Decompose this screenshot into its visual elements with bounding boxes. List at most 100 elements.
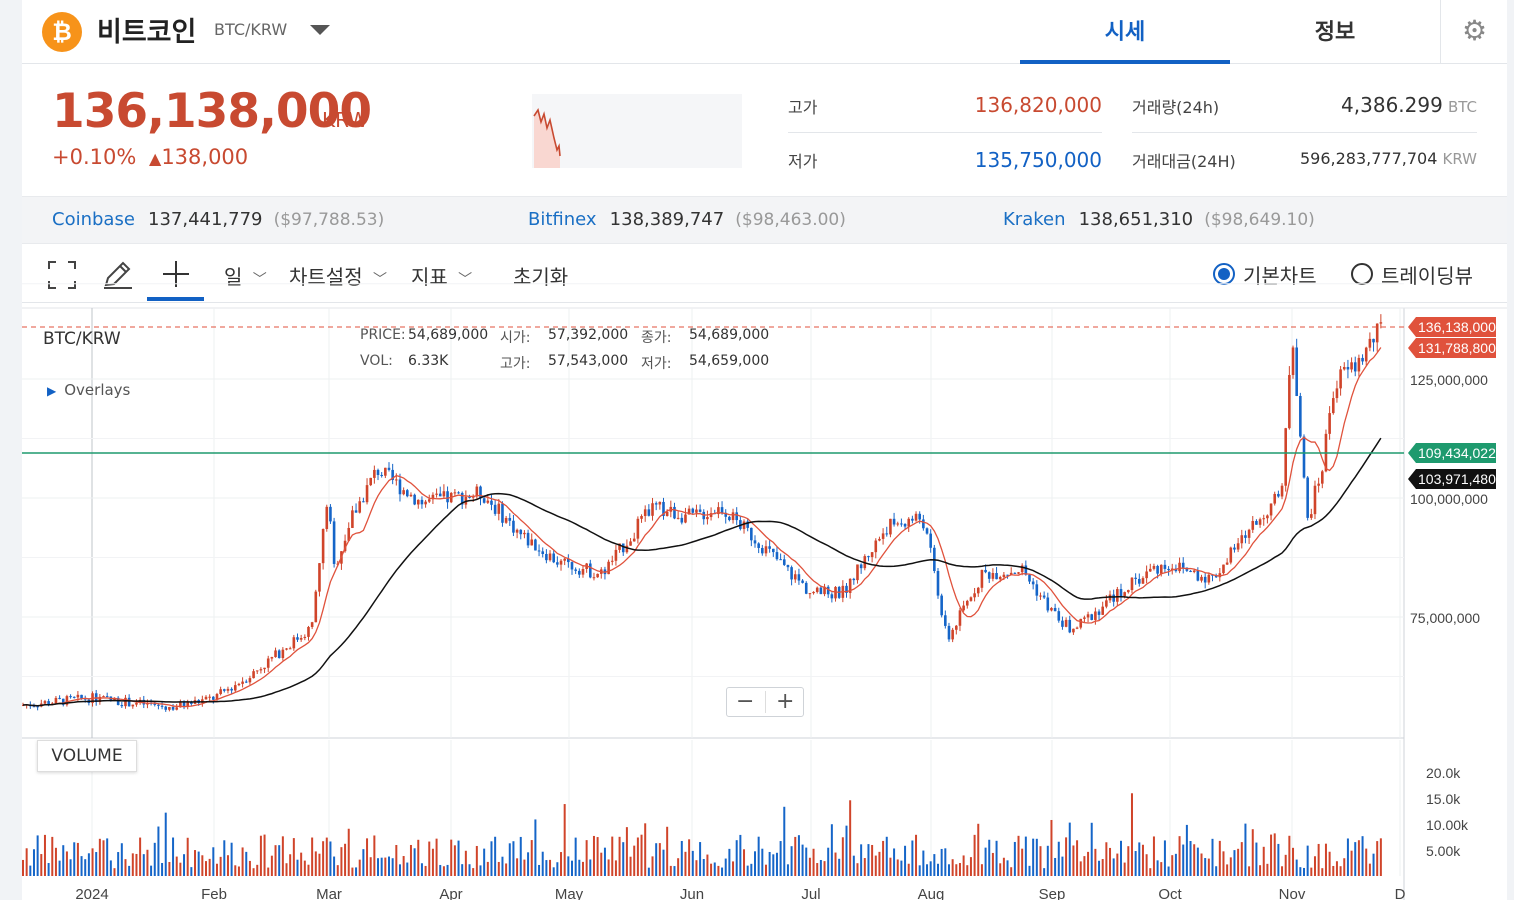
exchange-name[interactable]: Kraken [1003, 209, 1066, 230]
volume-bar [226, 855, 229, 876]
candle-body [1072, 628, 1075, 633]
volume-bar [1130, 793, 1133, 876]
volume-bar [596, 837, 599, 876]
volume-bar [1343, 858, 1346, 876]
candle-body [1050, 607, 1053, 611]
volume-bar [98, 838, 101, 876]
volume-bar [1339, 866, 1342, 876]
volume-bar [900, 860, 903, 876]
change-amount: 138,000 [161, 145, 249, 169]
volume-bar [721, 867, 724, 876]
candle-body [987, 572, 991, 579]
fullscreen-icon[interactable] [47, 260, 77, 290]
volume-bar [267, 867, 270, 876]
candle-body [296, 637, 299, 640]
candle-body [1017, 572, 1020, 574]
volume-bar [1068, 822, 1071, 876]
candle-body [698, 509, 702, 512]
volume-bar [157, 826, 160, 876]
volume-bar [772, 854, 775, 876]
candle-body [1361, 357, 1364, 362]
volume-bar [409, 844, 412, 876]
chevron-down-icon[interactable] [310, 25, 330, 35]
candle-body [362, 501, 365, 503]
exchange-name[interactable]: Bitfinex [528, 209, 597, 230]
volume-bar [823, 861, 826, 876]
candle-body [175, 707, 179, 710]
exchange-name[interactable]: Coinbase [52, 209, 135, 230]
volume-bar [797, 835, 800, 876]
candle-body [881, 533, 885, 539]
candle-body [285, 648, 288, 650]
candle-body [281, 649, 285, 659]
candle-body [995, 573, 998, 580]
crosshair-icon[interactable] [161, 259, 191, 289]
candle-body [874, 540, 878, 553]
zoom-in-button[interactable]: + [776, 689, 795, 714]
candle-body [812, 591, 815, 594]
candle-body [629, 541, 632, 546]
reset-button[interactable]: 초기화 [513, 265, 569, 289]
tab-info[interactable]: 정보 [1314, 20, 1356, 45]
volume-bar [1262, 846, 1265, 876]
volume-bar [636, 837, 639, 876]
candle-body [171, 706, 175, 710]
volume-bar [563, 804, 566, 876]
candle-body [1273, 493, 1277, 504]
candle-body [259, 669, 263, 671]
volume-bar [95, 852, 98, 876]
candle-body [1222, 564, 1225, 574]
x-tick-label: 2024 [75, 886, 108, 900]
volume-bar [706, 854, 709, 876]
volume-bar [973, 834, 976, 876]
volume-bar [1050, 819, 1053, 876]
candle-body [1020, 565, 1024, 573]
candle-body [1269, 503, 1273, 516]
price-chart[interactable]: 2024 Feb Mar Apr May Jun Jul Aug Sep Oct Nov D 125,0… [22, 0, 1507, 900]
info-price: 54,689,000 [408, 327, 489, 343]
zoom-out-button[interactable]: − [736, 689, 755, 714]
candle-body [1244, 535, 1247, 538]
candle-body [237, 683, 241, 686]
volume-bar [915, 834, 918, 876]
volume-bar [750, 863, 753, 876]
candle-body [1031, 581, 1035, 585]
candle-body [1134, 577, 1137, 579]
volume-bar [933, 854, 936, 876]
volume-bar [190, 867, 193, 876]
volume-bar [783, 806, 786, 876]
x-tick-label: Sep [1039, 886, 1066, 900]
candle-body [116, 697, 120, 705]
volume-bar [1328, 851, 1331, 876]
volume-bar [483, 848, 486, 876]
volume-bar [362, 849, 365, 876]
gear-icon[interactable]: ⚙ [1462, 14, 1488, 47]
overlays-toggle[interactable]: ▶ Overlays [47, 381, 130, 399]
x-tick-label: Nov [1279, 886, 1306, 900]
candle-body [160, 705, 164, 707]
candle-body [208, 696, 211, 698]
volume-bar [1013, 841, 1016, 876]
volume-bar [65, 851, 68, 876]
candle-body [435, 493, 438, 495]
volume-bar [611, 836, 614, 876]
tab-price[interactable]: 시세 [1020, 14, 1230, 64]
volume-bar [278, 845, 281, 876]
low-label: 저가 [788, 152, 818, 171]
ma-short-line [22, 347, 1382, 708]
candle-body [848, 578, 852, 593]
volume-bar [775, 852, 778, 876]
candle-body [1364, 347, 1368, 362]
settings-button[interactable] [1440, 0, 1507, 64]
volume-bar [1324, 843, 1327, 876]
candle-body [944, 615, 947, 626]
volume-bar [446, 864, 449, 876]
candle-body [1214, 575, 1218, 578]
candle-body [1148, 568, 1152, 572]
candle-body [135, 702, 138, 705]
volume-bar [655, 843, 658, 876]
x-tick-label: Apr [439, 886, 462, 900]
candle-body [589, 563, 592, 578]
candle-body [186, 701, 189, 708]
volume-bar [1292, 847, 1295, 876]
